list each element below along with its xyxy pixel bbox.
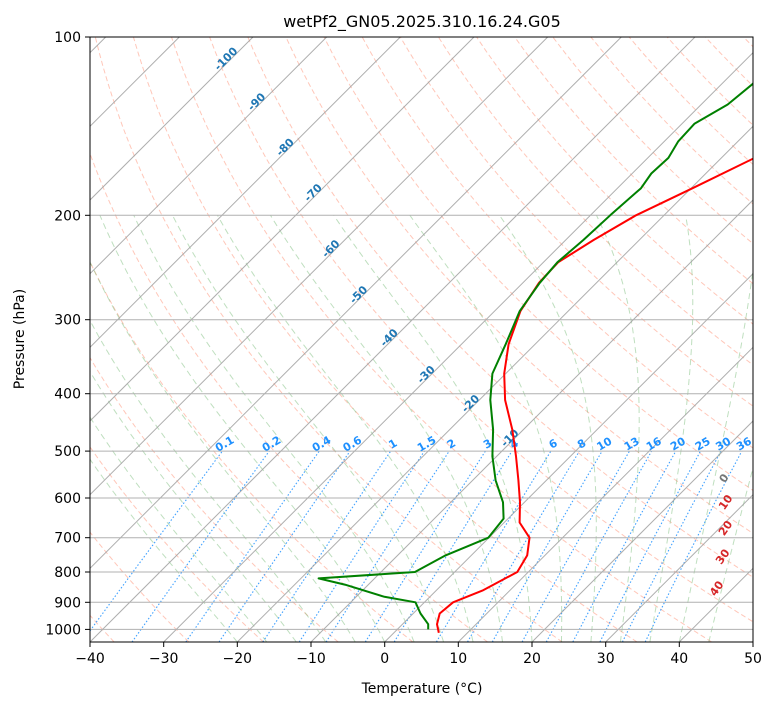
x-tick-label: 30 — [597, 651, 615, 667]
chart-title: wetPf2_GN05.2025.310.16.24.G05 — [283, 12, 561, 32]
y-tick-label: 100 — [54, 30, 81, 46]
y-tick-label: 600 — [54, 491, 81, 507]
x-tick-label: 40 — [670, 651, 688, 667]
y-tick-label: 200 — [54, 208, 81, 224]
x-tick-label: −10 — [296, 651, 326, 667]
x-tick-label: 50 — [744, 651, 762, 667]
x-tick-label: 20 — [523, 651, 541, 667]
x-axis-label: Temperature (°C) — [361, 681, 483, 697]
y-tick-label: 900 — [54, 595, 81, 611]
x-tick-label: 10 — [449, 651, 467, 667]
y-tick-label: 400 — [54, 387, 81, 403]
y-tick-label: 500 — [54, 444, 81, 460]
x-tick-label: −40 — [75, 651, 105, 667]
y-tick-label: 1000 — [45, 622, 81, 638]
plot-background — [90, 37, 753, 642]
x-tick-label: −30 — [149, 651, 179, 667]
y-tick-label: 800 — [54, 565, 81, 581]
x-tick-label: 0 — [380, 651, 389, 667]
x-tick-label: −20 — [223, 651, 253, 667]
y-tick-label: 300 — [54, 313, 81, 329]
y-axis-label: Pressure (hPa) — [12, 289, 28, 389]
y-tick-label: 700 — [54, 531, 81, 547]
